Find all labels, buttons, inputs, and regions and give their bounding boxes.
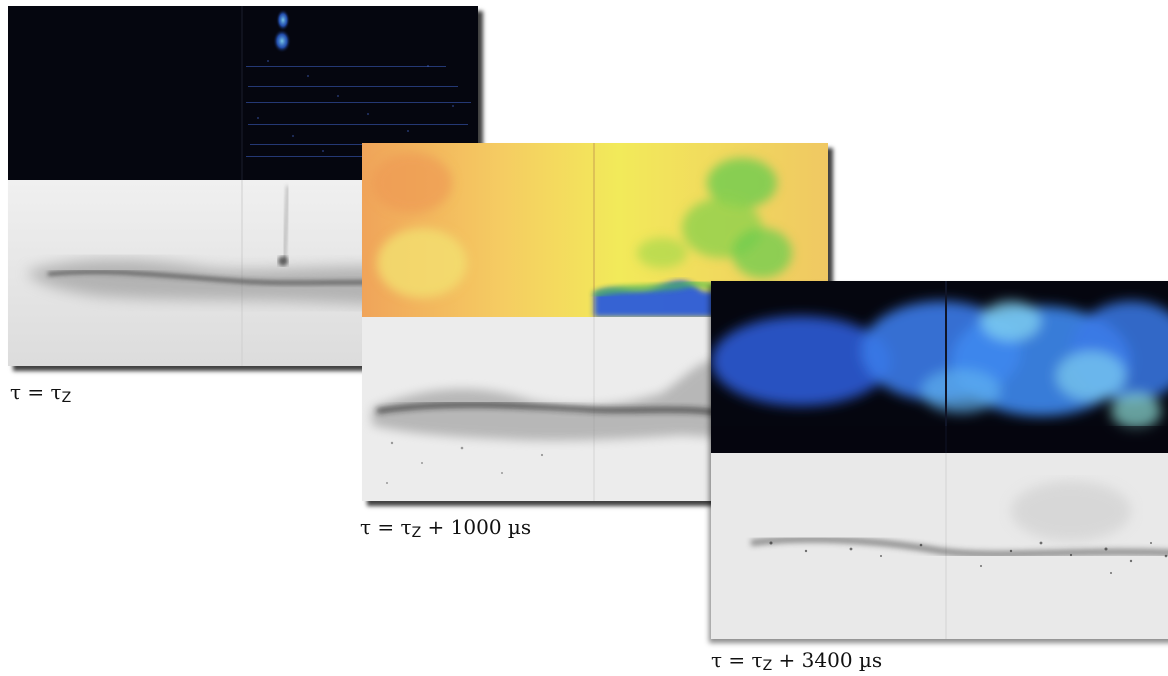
soot-particles — [769, 541, 1168, 574]
caption-frame-1: τ = τZ — [10, 380, 71, 406]
frame-3-shadowgraph-field — [711, 453, 1168, 639]
caption-subscript: Z — [411, 525, 422, 541]
frame-3-image — [711, 281, 1168, 639]
caption-subscript: Z — [762, 658, 773, 674]
caption-tail: + 1000 µs — [421, 515, 532, 539]
caption-main: τ = τ — [360, 515, 412, 539]
caption-main: τ = τ — [10, 380, 62, 404]
luminescence-cloud — [711, 301, 1168, 429]
caption-subscript: Z — [61, 390, 72, 406]
luminescence-speckle — [246, 66, 476, 157]
caption-main: τ = τ — [711, 648, 763, 672]
caption-frame-3: τ = τZ + 3400 µs — [711, 648, 882, 674]
plume-glow — [276, 9, 290, 31]
frame-panel-3 — [711, 281, 1168, 639]
soot-band — [750, 536, 1168, 558]
caption-frame-2: τ = τZ + 1000 µs — [360, 515, 531, 541]
heat-cool-regions — [372, 153, 792, 298]
caption-tail: + 3400 µs — [772, 648, 883, 672]
